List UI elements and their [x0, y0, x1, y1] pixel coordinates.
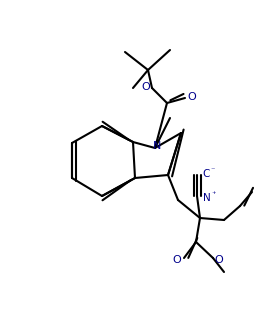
Text: N: N [153, 141, 161, 151]
Text: ⁻: ⁻ [211, 166, 215, 174]
Text: C: C [202, 169, 210, 179]
Text: O: O [215, 255, 223, 265]
Text: O: O [141, 82, 150, 92]
Text: O: O [173, 255, 181, 265]
Text: N: N [203, 193, 211, 203]
Text: ⁺: ⁺ [212, 190, 216, 199]
Text: O: O [188, 92, 196, 102]
